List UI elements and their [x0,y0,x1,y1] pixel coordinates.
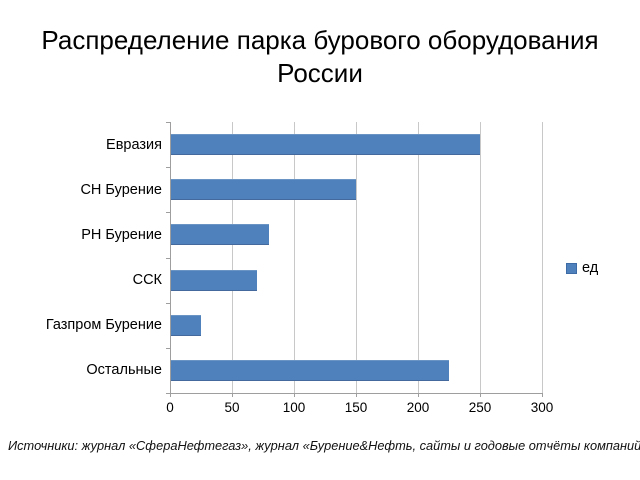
x-axis-tick [170,393,171,397]
bar-row [170,303,542,348]
category-axis-tick [166,257,170,259]
category-label: Остальные [86,362,162,379]
bar-row [170,348,542,393]
x-axis-line [170,393,542,394]
category-label: ССК [132,272,162,289]
bar [170,134,480,156]
bar-row [170,212,542,257]
bar [170,179,356,201]
x-axis-tick-label: 200 [406,400,430,415]
legend-label: ед [582,260,599,276]
x-axis-tick-label: 100 [282,400,306,415]
gridline [294,122,295,393]
gridline [480,122,481,393]
bar-row [170,122,542,167]
bar-series [170,122,542,393]
bar [170,359,449,381]
plot-area: 0 50 100 150 200 250 300 [166,122,553,415]
x-axis-tick-label: 50 [224,400,240,415]
x-axis-tick [294,393,295,397]
chart-title-line2: России [277,58,363,89]
category-label: Евразия [106,136,162,153]
category-axis-tick [166,212,170,214]
gridline [418,122,419,393]
category-axis-labels: Евразия СН Бурение РН Бурение ССК Газпром Бу… [0,122,162,393]
category-axis-line [170,122,171,393]
x-axis-tick [480,393,481,397]
category-axis-tick [166,302,170,304]
category-axis-tick [166,167,170,169]
x-axis-tick [542,393,543,397]
x-axis-tick [418,393,419,397]
bar [170,314,201,336]
x-axis-tick-label: 150 [344,400,368,415]
gridline [542,122,543,393]
legend: ед [566,260,598,276]
x-axis-tick [356,393,357,397]
x-axis-tick-label: 250 [468,400,492,415]
chart-title: Распределение парка бурового оборудовани… [0,24,640,91]
gridline [356,122,357,393]
x-axis-tick [232,393,233,397]
category-axis-tick [166,347,170,349]
bar [170,269,257,291]
category-axis-tick [166,393,170,394]
category-label: РН Бурение [81,226,162,243]
chart-title-line1: Распределение парка бурового оборудовани… [41,25,599,55]
category-label: Газпром Бурение [45,317,162,334]
bar-row [170,257,542,302]
category-label: СН Бурение [80,181,162,198]
legend-swatch-icon [566,262,577,274]
x-axis-tick-label: 0 [166,400,174,415]
sources-footnote: Источники: журнал «СфераНефтегаз», журна… [8,438,640,453]
bar-row [170,167,542,212]
x-axis-tick-label: 300 [530,400,554,415]
gridline [232,122,233,393]
bar [170,224,270,246]
category-axis-tick [166,122,170,123]
